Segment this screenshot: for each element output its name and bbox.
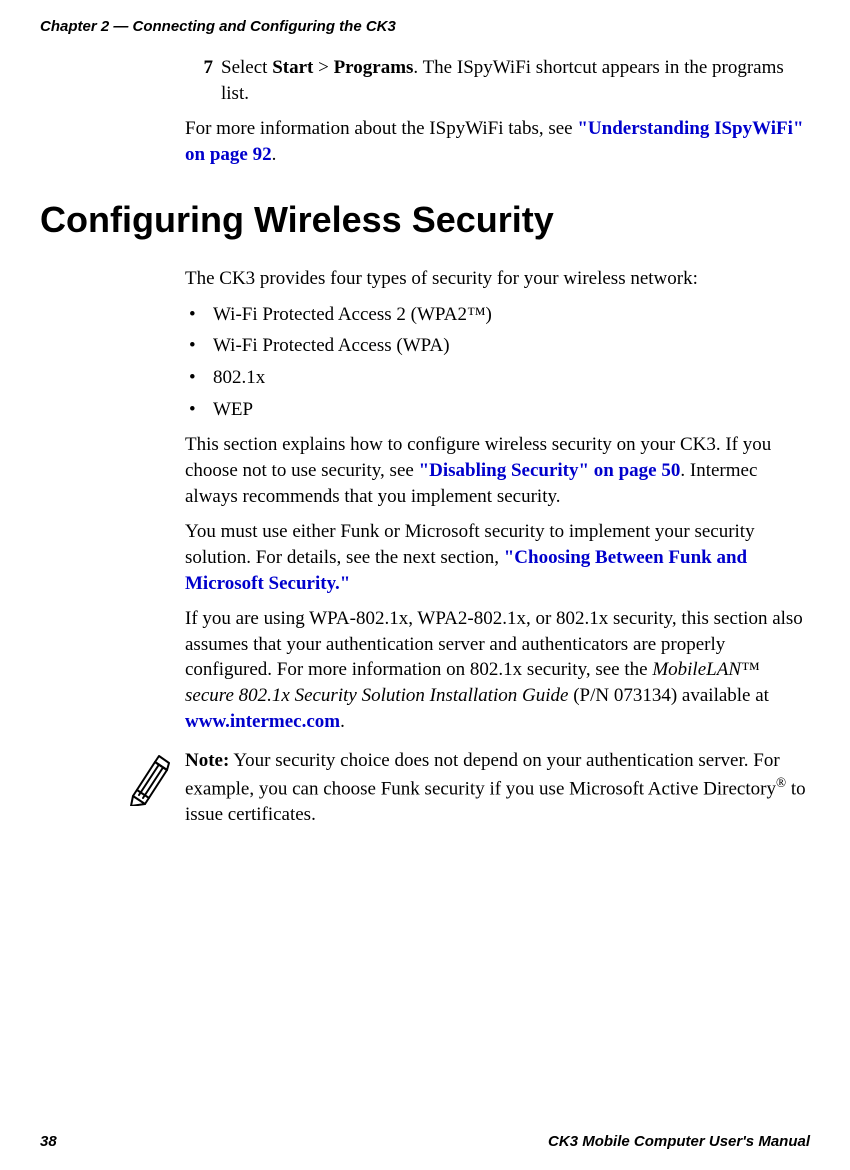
step-text: Select Start > Programs. The ISpyWiFi sh… [221,55,810,106]
note-text: Note: Your security choice does not depe… [185,748,810,827]
running-header: Chapter 2 — Connecting and Configuring t… [40,18,396,35]
step-number: 7 [185,55,213,106]
page-content: 7 Select Start > Programs. The ISpyWiFi … [185,55,810,828]
note-block: Note: Your security choice does not depe… [125,748,810,827]
security-types-list: Wi-Fi Protected Access 2 (WPA2™) Wi-Fi P… [185,302,810,423]
list-item: WEP [185,397,810,423]
paragraph-8021x: If you are using WPA-802.1x, WPA2-802.1x… [185,606,810,734]
link-intermec-com[interactable]: www.intermec.com [185,711,340,732]
footer-title: CK3 Mobile Computer User's Manual [548,1133,810,1150]
note-label: Note: [185,750,229,771]
paragraph-funk-microsoft: You must use either Funk or Microsoft se… [185,519,810,596]
paragraph-disabling-ref: This section explains how to configure w… [185,432,810,509]
p1-post: . [272,144,277,165]
step-7: 7 Select Start > Programs. The ISpyWiFi … [185,55,810,106]
link-disabling-security[interactable]: "Disabling Security" on page 50 [419,460,681,481]
list-item: Wi-Fi Protected Access (WPA) [185,333,810,359]
note-body-a: Your security choice does not depend on … [185,750,780,799]
intro-paragraph: The CK3 provides four types of security … [185,266,810,292]
list-item: Wi-Fi Protected Access 2 (WPA2™) [185,302,810,328]
step-bold2: Programs [334,57,414,78]
note-sup: ® [776,775,786,790]
p1-pre: For more information about the ISpyWiFi … [185,118,577,139]
list-item: 802.1x [185,365,810,391]
running-footer: 38 CK3 Mobile Computer User's Manual [40,1133,810,1150]
p4-mid: (P/N 073134) available at [568,685,769,706]
step-bold1: Start [272,57,313,78]
step-mid: > [313,57,333,78]
heading-configuring-wireless-security: Configuring Wireless Security [40,196,810,245]
paragraph-ispywifi-ref: For more information about the ISpyWiFi … [185,116,810,167]
page-number: 38 [40,1133,57,1150]
p4-post: . [340,711,345,732]
page: Chapter 2 — Connecting and Configuring t… [0,0,850,1170]
pencil-icon [125,752,173,806]
step-pre: Select [221,57,272,78]
